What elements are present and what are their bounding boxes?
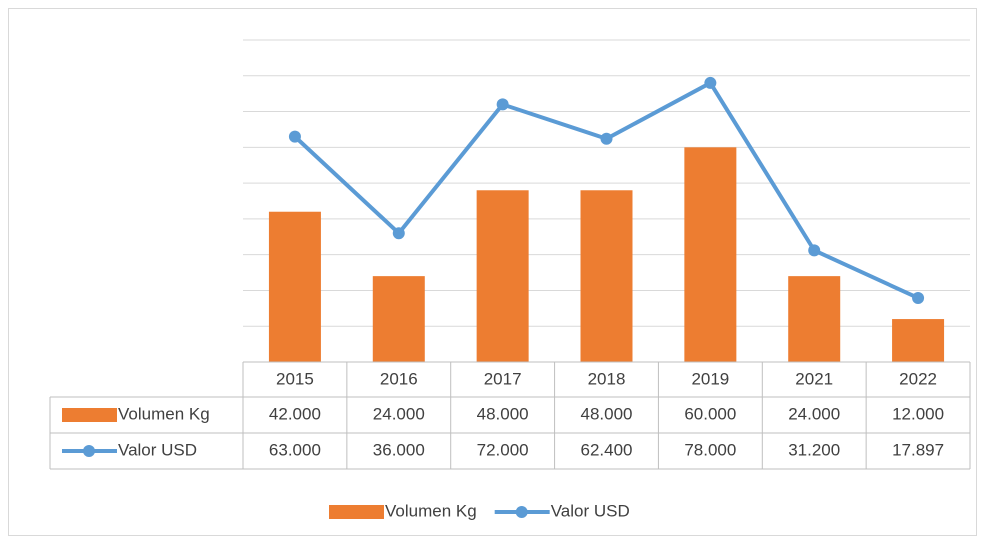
legend-key: [329, 505, 384, 519]
bar: [476, 190, 529, 362]
x-tick-label: 2021: [795, 369, 833, 388]
table-cell: 31.200: [788, 440, 840, 459]
table-cell: 24.000: [788, 404, 840, 423]
bar: [580, 190, 633, 362]
table-row-header: Valor USD: [118, 440, 197, 459]
table-row-header: Volumen Kg: [118, 404, 210, 423]
table-cell: 60.000: [684, 404, 736, 423]
legend-label: Volumen Kg: [385, 501, 477, 520]
bar: [788, 276, 841, 362]
line-point: [600, 132, 613, 145]
table-key: [83, 445, 95, 457]
line-point: [808, 244, 821, 257]
table-cell: 36.000: [373, 440, 425, 459]
table-cell: 72.000: [477, 440, 529, 459]
table-cell: 48.000: [581, 404, 633, 423]
table-cell: 42.000: [269, 404, 321, 423]
table-key: [62, 408, 117, 422]
bar: [372, 276, 425, 362]
bar: [684, 147, 737, 362]
x-tick-label: 2019: [691, 369, 729, 388]
bar: [892, 319, 945, 362]
x-tick-label: 2018: [588, 369, 626, 388]
line-point: [288, 130, 301, 143]
table-cell: 62.400: [581, 440, 633, 459]
x-tick-label: 2015: [276, 369, 314, 388]
bar: [268, 211, 321, 362]
line-point: [496, 98, 509, 111]
x-tick-label: 2017: [484, 369, 522, 388]
x-tick-label: 2016: [380, 369, 418, 388]
table-cell: 17.897: [892, 440, 944, 459]
legend-label: Valor USD: [551, 501, 630, 520]
table-cell: 78.000: [684, 440, 736, 459]
table-cell: 12.000: [892, 404, 944, 423]
line-point: [912, 291, 925, 304]
legend-key: [515, 506, 528, 518]
x-tick-label: 2022: [899, 369, 937, 388]
line-point: [704, 76, 717, 89]
table-cell: 48.000: [477, 404, 529, 423]
table-cell: 24.000: [373, 404, 425, 423]
line-point: [392, 227, 405, 240]
table-cell: 63.000: [269, 440, 321, 459]
